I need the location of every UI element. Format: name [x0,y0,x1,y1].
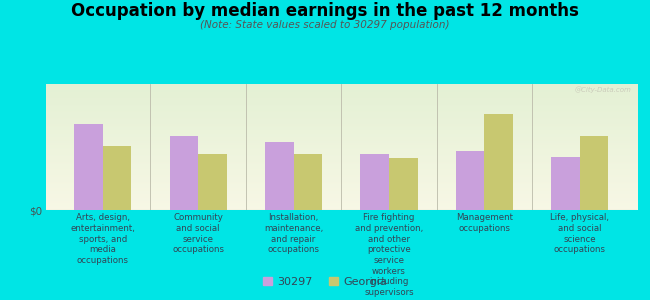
Bar [265,142,294,210]
Legend: 30297, Georgia: 30297, Georgia [258,272,392,291]
Text: (Note: State values scaled to 30297 population): (Note: State values scaled to 30297 popu… [200,20,450,29]
Bar [170,136,198,210]
Text: Life, physical,
and social
science
occupations: Life, physical, and social science occup… [551,213,609,254]
Text: Management
occupations: Management occupations [456,213,513,233]
Text: Fire fighting
and prevention,
and other
protective
service
workers
including
sup: Fire fighting and prevention, and other … [355,213,423,297]
Text: Installation,
maintenance,
and repair
occupations: Installation, maintenance, and repair oc… [264,213,323,254]
Bar [294,154,322,210]
Bar [198,154,227,210]
Bar [580,136,608,210]
Bar [551,157,580,210]
Bar [484,114,513,210]
Bar [360,154,389,210]
Bar [74,124,103,210]
Text: Arts, design,
entertainment,
sports, and
media
occupations: Arts, design, entertainment, sports, and… [70,213,135,265]
Text: @City-Data.com: @City-Data.com [574,86,631,93]
Text: Community
and social
service
occupations: Community and social service occupations [172,213,224,254]
Bar [103,146,131,210]
Text: Occupation by median earnings in the past 12 months: Occupation by median earnings in the pas… [71,2,579,20]
Bar [456,151,484,210]
Bar [389,158,417,210]
